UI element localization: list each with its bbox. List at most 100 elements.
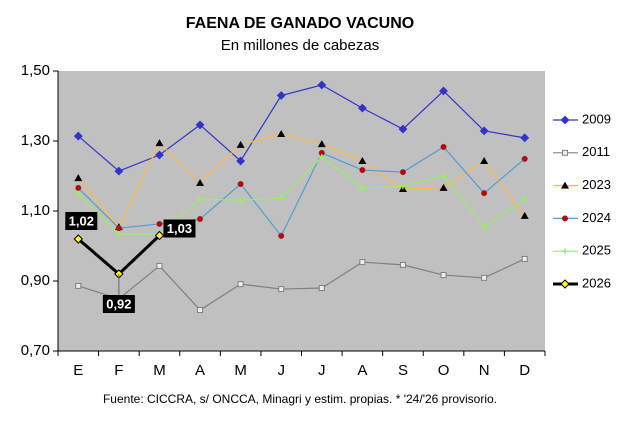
series-marker: [195, 120, 205, 130]
series-marker: [318, 154, 325, 161]
x-tick-label: M: [153, 362, 166, 379]
series-marker: [236, 140, 245, 148]
x-tick-label: O: [438, 362, 450, 379]
series-marker: [521, 196, 528, 203]
x-tick-label: N: [479, 362, 490, 379]
y-tick-label: 0,70: [21, 342, 50, 359]
data-label: 0,92: [106, 296, 131, 311]
series-marker: [196, 179, 205, 186]
y-tick-label: 1,10: [21, 202, 50, 219]
legend-label: 2025: [582, 243, 611, 258]
x-tick-label: M: [234, 362, 247, 379]
plot-area: [58, 71, 545, 351]
data-label: 1,02: [69, 213, 94, 228]
series-marker: [74, 174, 83, 182]
series-marker: [359, 167, 366, 174]
data-label-box: [163, 219, 196, 238]
series-marker: [75, 190, 82, 197]
series-marker: [359, 184, 366, 191]
series-marker: [317, 140, 326, 148]
series-marker: [481, 190, 488, 197]
series-marker: [520, 211, 529, 219]
series-marker: [75, 184, 82, 191]
data-label-box: [65, 212, 98, 230]
legend-marker: [562, 149, 568, 156]
series-marker: [277, 130, 286, 137]
legend-marker: [562, 248, 568, 255]
series-marker: [278, 232, 285, 239]
series-marker: [318, 285, 325, 291]
series-marker: [155, 139, 164, 147]
series-marker: [358, 156, 367, 164]
series-marker: [479, 126, 489, 136]
series-marker: [197, 196, 204, 203]
data-label: 1,03: [167, 221, 192, 236]
series-marker: [73, 131, 83, 141]
data-label-box: [102, 295, 135, 313]
series-marker: [237, 281, 244, 288]
series-marker: [521, 255, 528, 262]
series-marker: [480, 156, 489, 164]
x-tick-label: F: [114, 362, 123, 379]
series-marker: [357, 103, 367, 113]
series-marker: [399, 261, 406, 268]
legend-label: 2024: [582, 210, 611, 225]
legend-marker: [561, 215, 569, 222]
series-marker: [440, 272, 447, 279]
source-note: Fuente: CICCRA, s/ ONCCA, Minagri y esti…: [103, 392, 497, 406]
x-tick-label: A: [195, 362, 205, 379]
series-marker: [481, 224, 488, 231]
legend-marker: [560, 279, 570, 289]
legend-label: 2011: [582, 144, 610, 159]
y-tick-label: 0,90: [21, 272, 50, 289]
series-marker: [115, 225, 122, 232]
series-marker: [156, 262, 163, 269]
legend-label: 2023: [582, 177, 611, 192]
x-tick-label: J: [318, 362, 326, 379]
y-tick-label: 1,50: [21, 62, 50, 79]
series-marker: [196, 216, 204, 223]
series-marker: [237, 197, 244, 204]
series-marker: [278, 195, 285, 202]
chart-title: FAENA DE GANADO VACUNO: [186, 15, 414, 32]
series-marker: [521, 155, 528, 162]
series-marker: [155, 150, 164, 160]
series-marker: [398, 124, 408, 134]
series-marker: [439, 86, 448, 96]
legend-marker: [560, 115, 570, 125]
legend-marker: [561, 181, 569, 189]
x-tick-label: J: [277, 362, 285, 379]
legend-label: 2009: [582, 111, 611, 126]
series-marker: [317, 80, 327, 90]
x-tick-label: A: [357, 362, 367, 379]
legend-label: 2026: [582, 275, 611, 290]
series-line: [77, 133, 526, 229]
series-marker: [439, 183, 448, 191]
series-line: [77, 156, 526, 235]
series-marker: [481, 274, 488, 281]
series-marker: [237, 181, 244, 188]
x-tick-label: E: [73, 362, 83, 379]
y-tick-label: 1,30: [21, 132, 50, 149]
series-line: [78, 258, 525, 311]
series-marker: [156, 220, 163, 227]
series-marker: [278, 286, 285, 293]
series-marker: [520, 133, 530, 143]
series-line: [77, 146, 526, 237]
x-tick-label: D: [519, 362, 530, 379]
chart-subtitle: En millones de cabezas: [221, 37, 379, 54]
series-marker: [276, 91, 286, 100]
series-marker: [75, 282, 82, 289]
x-tick-label: S: [398, 362, 408, 379]
series-marker: [154, 230, 165, 241]
series-marker: [114, 166, 124, 176]
series-marker: [73, 234, 83, 244]
series-marker: [236, 156, 246, 166]
series-marker: [440, 143, 447, 150]
series-marker: [399, 183, 406, 190]
series-marker: [359, 259, 366, 266]
series-marker: [115, 231, 122, 238]
series-marker: [197, 307, 204, 314]
series-marker: [399, 169, 407, 176]
